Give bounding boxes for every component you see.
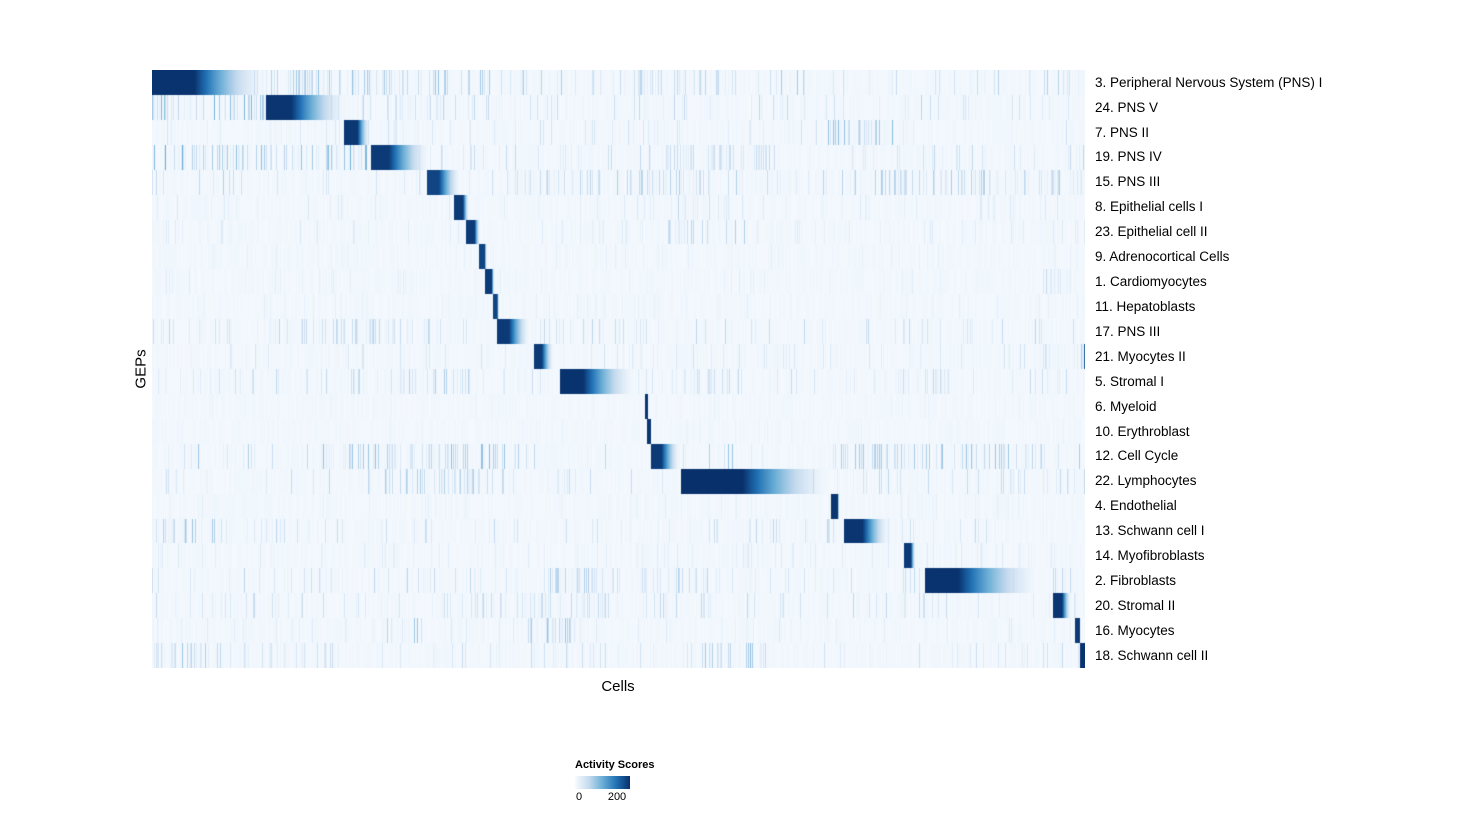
row-label: 20. Stromal II (1095, 597, 1176, 613)
heatmap-canvas (152, 70, 1085, 668)
row-label: 2. Fibroblasts (1095, 573, 1177, 589)
y-axis-label: GEPs (132, 349, 150, 389)
x-axis-label: Cells (601, 678, 635, 695)
row-label: 10. Erythroblast (1095, 423, 1190, 439)
legend-title: Activity Scores (575, 759, 655, 771)
row-label: 17. PNS III (1095, 323, 1161, 339)
row-label: 16. Myocytes (1095, 622, 1175, 638)
row-label: 14. Myofibroblasts (1095, 548, 1205, 564)
row-label: 21. Myocytes II (1095, 348, 1186, 364)
row-label: 15. PNS III (1095, 174, 1161, 190)
row-label: 22. Lymphocytes (1095, 473, 1197, 489)
colorbar-legend: Activity Scores 0 200 (575, 759, 715, 805)
row-label: 12. Cell Cycle (1095, 448, 1179, 464)
row-label: 13. Schwann cell I (1095, 523, 1205, 539)
row-label: 9. Adrenocortical Cells (1095, 249, 1230, 265)
row-label: 19. PNS IV (1095, 149, 1162, 165)
row-labels: 3. Peripheral Nervous System (PNS) I 24. … (1095, 70, 1455, 668)
row-label: 4. Endothelial (1095, 498, 1177, 514)
row-label: 7. PNS II (1095, 124, 1150, 140)
legend-gradient-bar (575, 776, 630, 789)
row-label: 18. Schwann cell II (1095, 647, 1209, 663)
row-label: 6. Myeloid (1095, 398, 1157, 414)
row-label: 3. Peripheral Nervous System (PNS) I (1095, 74, 1323, 90)
legend-tick-max: 200 (607, 791, 627, 803)
legend-ticks: 0 200 (575, 791, 675, 805)
row-label: 5. Stromal I (1095, 373, 1165, 389)
legend-tick-min: 0 (576, 791, 583, 803)
row-label: 23. Epithelial cell II (1095, 224, 1208, 240)
row-label: 1. Cardiomyocytes (1095, 274, 1207, 290)
row-label: 8. Epithelial cells I (1095, 199, 1204, 215)
heatmap-plot-area (152, 70, 1085, 668)
row-label: 24. PNS V (1095, 99, 1159, 115)
row-label: 11. Hepatoblasts (1095, 298, 1196, 314)
